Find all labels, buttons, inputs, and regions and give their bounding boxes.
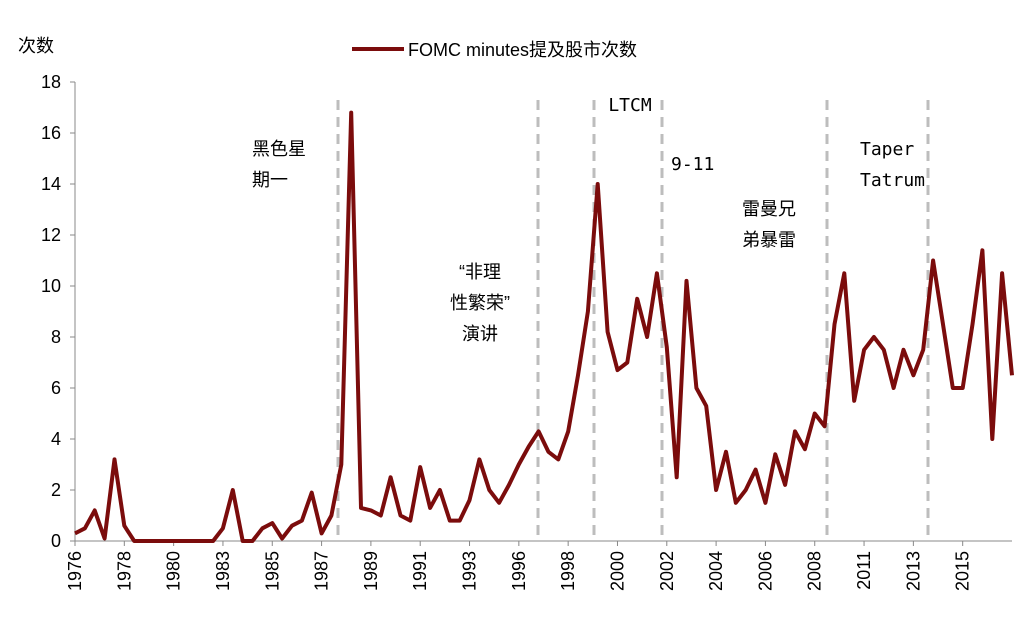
- x-tick-label: 1998: [558, 551, 578, 591]
- y-tick-label: 4: [51, 429, 61, 449]
- x-tick-label: 1989: [361, 551, 381, 591]
- y-tick-label: 18: [41, 72, 61, 92]
- annotation: 演讲: [462, 324, 498, 344]
- x-tick-label: 2013: [903, 551, 923, 591]
- y-tick-label: 16: [41, 123, 61, 143]
- annotation: Tatrum: [860, 170, 925, 191]
- legend-label: FOMC minutes提及股市次数: [408, 40, 637, 60]
- x-tick-label: 1985: [262, 551, 282, 591]
- y-axis-label: 次数: [18, 36, 54, 56]
- x-tick-label: 1991: [410, 551, 430, 591]
- y-tick-label: 6: [51, 378, 61, 398]
- data-line: [74, 110, 1014, 543]
- annotation: “非理: [459, 262, 501, 282]
- y-tick-label: 0: [51, 531, 61, 551]
- x-tick-label: 2011: [854, 551, 874, 590]
- annotation: 9-11: [671, 154, 714, 175]
- annotation: 性繁荣”: [450, 293, 510, 313]
- y-tick-label: 12: [41, 225, 61, 245]
- annotation: 黑色星: [252, 139, 306, 159]
- x-tick-label: 2000: [607, 551, 627, 591]
- annotation: 雷曼兄: [742, 199, 796, 219]
- y-tick-label: 2: [51, 480, 61, 500]
- annotation: LTCM: [608, 95, 652, 116]
- x-tick-label: 1996: [509, 551, 529, 591]
- annotation: Taper: [860, 139, 914, 160]
- y-tick-label: 8: [51, 327, 61, 347]
- x-tick-label: 2015: [953, 551, 973, 591]
- y-tick-label: 14: [41, 174, 61, 194]
- x-tick-label: 1976: [65, 551, 85, 591]
- annotation: 弟暴雷: [742, 230, 796, 250]
- x-tick-label: 2002: [657, 551, 677, 591]
- annotation: 期一: [252, 170, 288, 190]
- x-tick-label: 1993: [460, 551, 480, 591]
- x-tick-label: 1983: [213, 551, 233, 591]
- x-tick-label: 1978: [114, 551, 134, 591]
- x-tick-label: 2006: [755, 551, 775, 591]
- x-tick-label: 1987: [312, 551, 332, 591]
- y-tick-label: 10: [41, 276, 61, 296]
- x-tick-label: 2004: [706, 551, 726, 591]
- x-tick-label: 1980: [164, 551, 184, 591]
- x-tick-label: 2008: [805, 551, 825, 591]
